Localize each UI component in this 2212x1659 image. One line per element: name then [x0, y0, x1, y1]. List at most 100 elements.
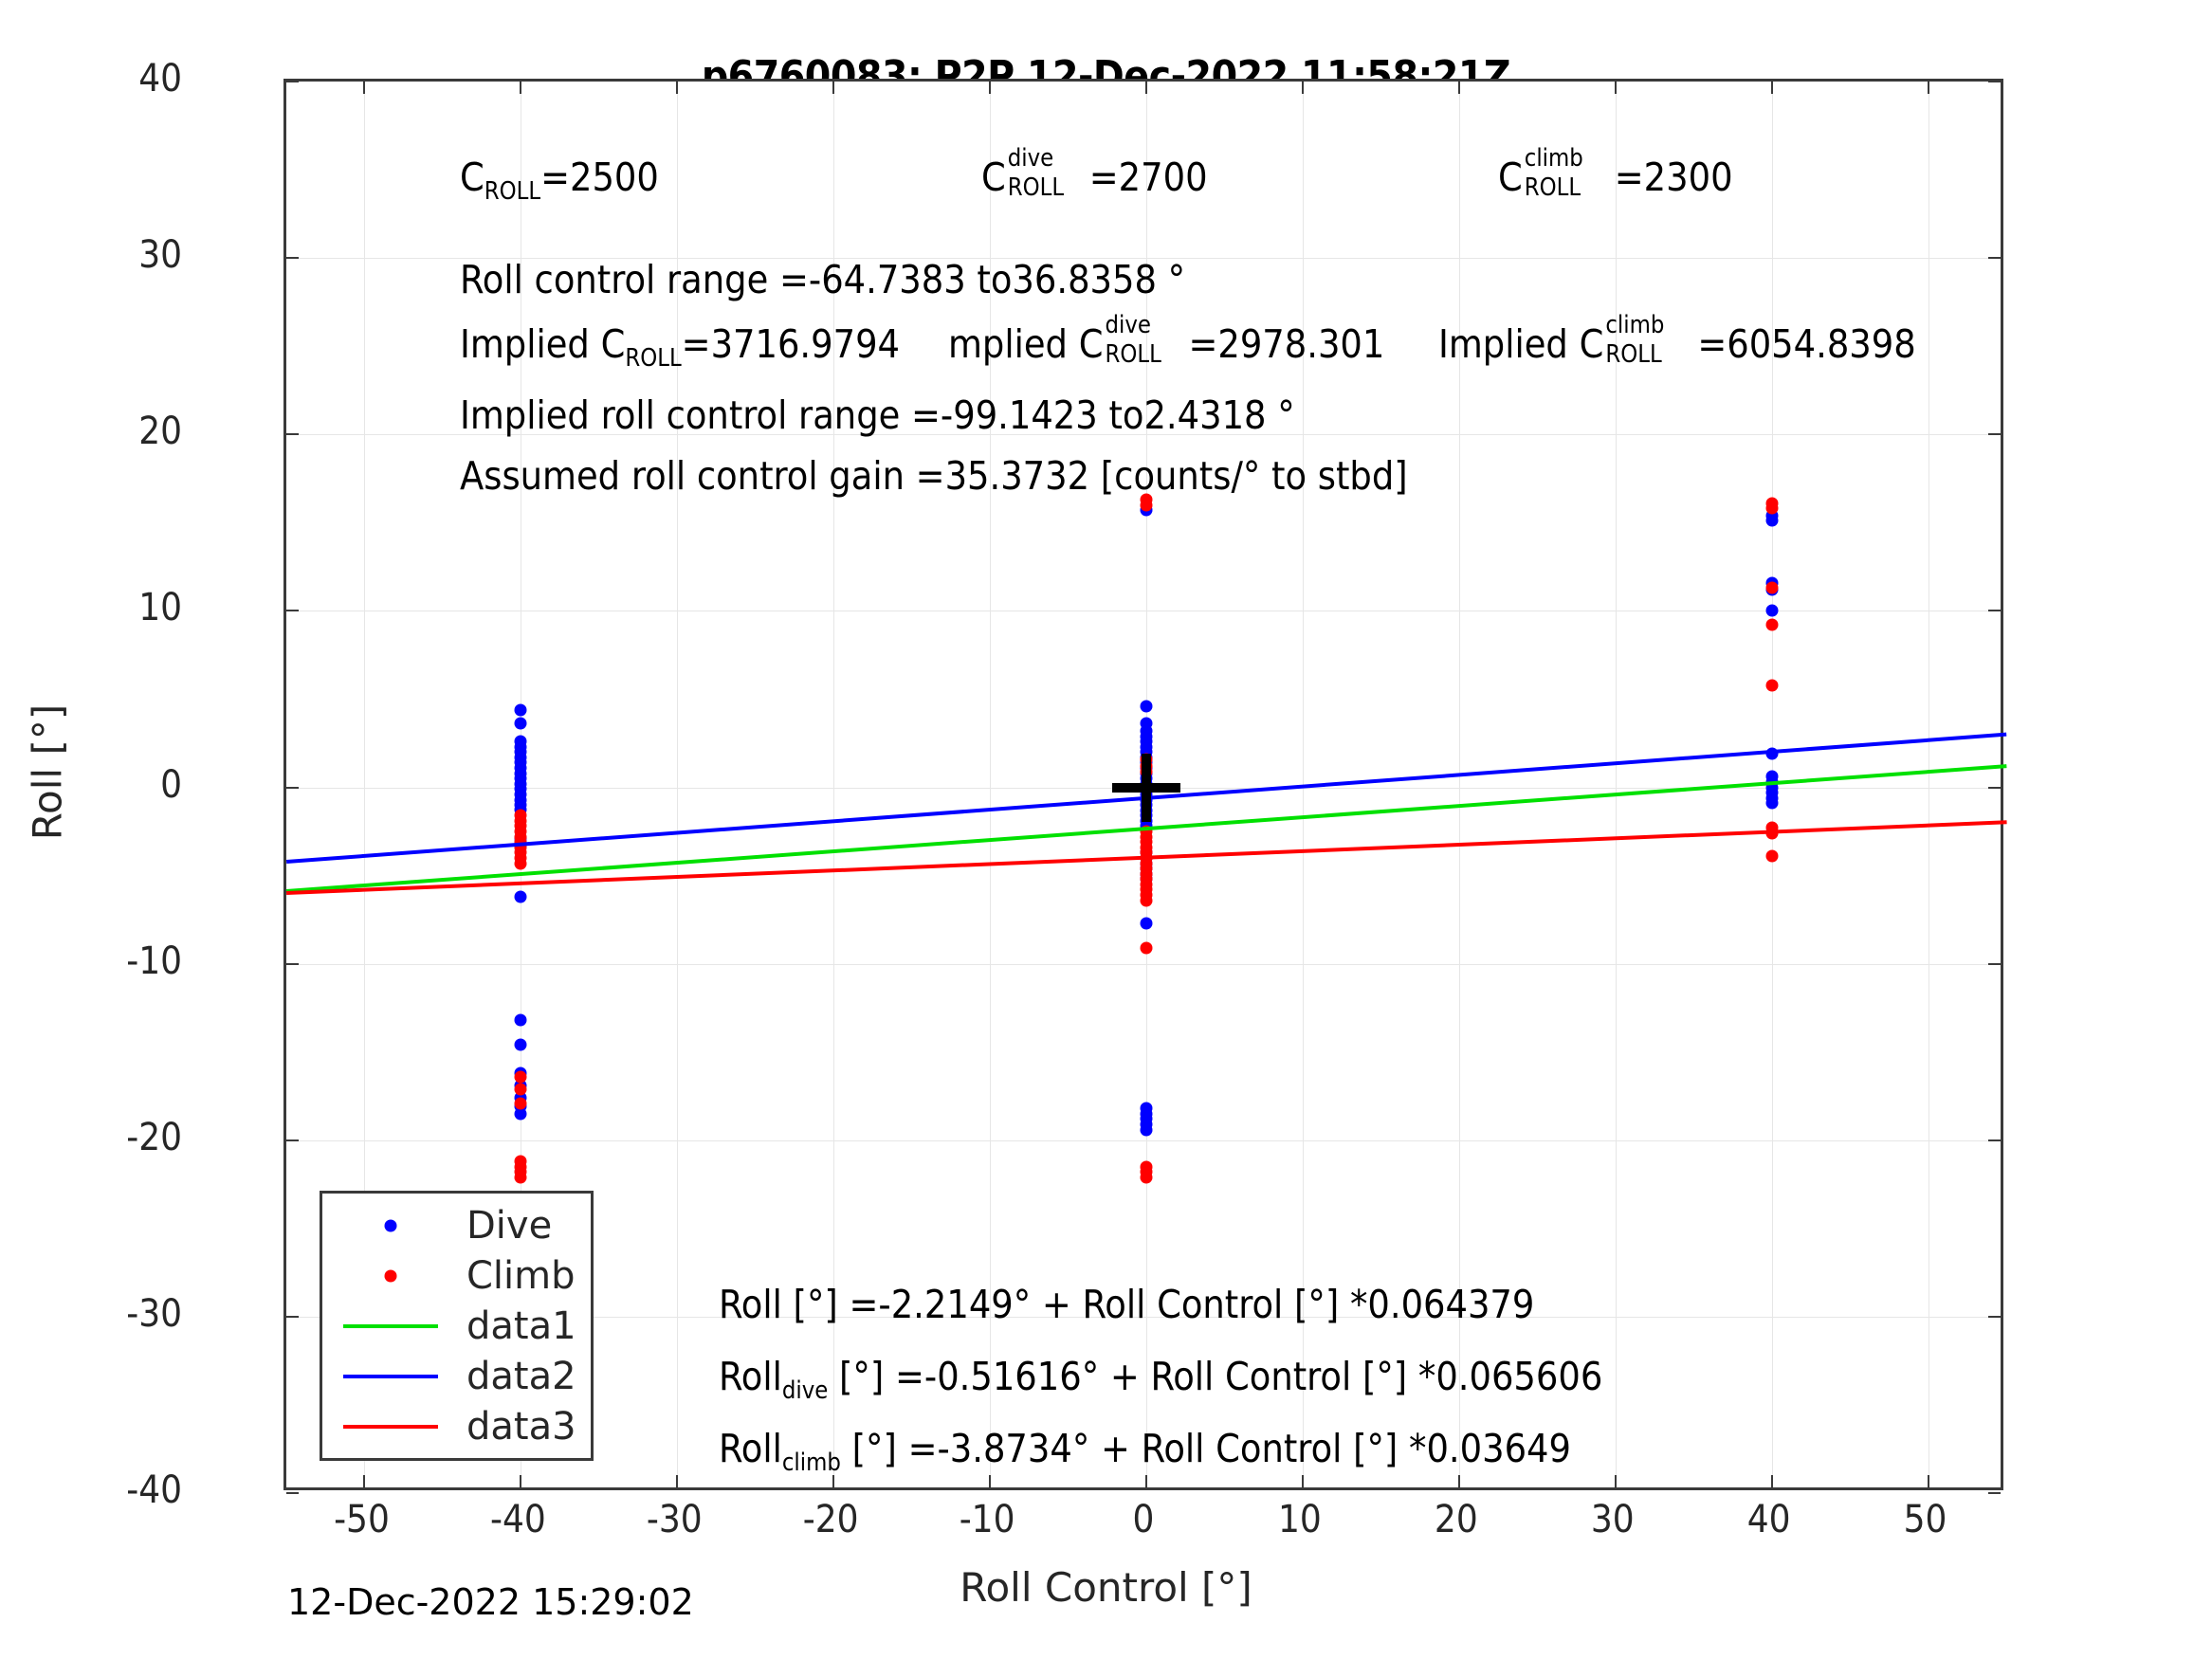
- data-point-dive: [514, 1013, 527, 1027]
- legend-item-climb[interactable]: Climb: [322, 1253, 591, 1298]
- y-tick-mark: [1988, 1315, 2001, 1318]
- x-tick-label: 30: [1590, 1498, 1635, 1541]
- legend-item-dive[interactable]: Dive: [322, 1203, 591, 1248]
- legend-item-data3[interactable]: data3: [322, 1404, 591, 1449]
- legend-label: Climb: [466, 1253, 576, 1298]
- legend-item-data2[interactable]: data2: [322, 1354, 591, 1398]
- y-tick-mark: [286, 786, 299, 789]
- x-tick-label: -40: [489, 1498, 546, 1541]
- y-tick-mark: [1988, 1492, 2001, 1494]
- y-tick-label: 40: [138, 57, 182, 100]
- x-tick-mark: [1301, 1475, 1304, 1487]
- annotation-c-roll: CROLL=2500: [460, 155, 659, 205]
- y-tick-label: -40: [126, 1468, 182, 1512]
- data-point-climb: [514, 1083, 527, 1096]
- x-tick-mark: [832, 1475, 835, 1487]
- data-point-dive: [514, 1107, 527, 1121]
- data-point-dive: [1765, 796, 1779, 810]
- y-tick-label: 20: [138, 410, 182, 454]
- data-point-dive: [1140, 700, 1153, 713]
- data-point-climb: [1140, 941, 1153, 955]
- y-tick-label: 0: [160, 762, 182, 807]
- legend-item-data1[interactable]: data1: [322, 1304, 591, 1348]
- x-tick-mark: [363, 1475, 366, 1487]
- y-tick-mark: [1988, 610, 2001, 612]
- data-point-climb: [1140, 499, 1153, 512]
- x-tick-mark: [1145, 82, 1147, 94]
- grid-line-vertical: [1458, 82, 1460, 1487]
- grid-line-horizontal: [286, 1139, 2001, 1141]
- y-axis-label: Roll [°]: [24, 703, 71, 841]
- legend-symbol-climb: [322, 1253, 463, 1298]
- x-tick-mark: [1927, 82, 1929, 94]
- data-point-dive: [1140, 1123, 1153, 1137]
- x-tick-mark: [363, 82, 366, 94]
- data-point-climb: [514, 1097, 527, 1110]
- y-tick-mark: [1988, 962, 2001, 965]
- data-point-climb: [1140, 1171, 1153, 1184]
- y-tick-mark: [286, 257, 299, 260]
- y-tick-label: -20: [126, 1115, 182, 1159]
- grid-line-vertical: [1615, 82, 1617, 1487]
- legend-symbol-data1: [322, 1304, 463, 1348]
- x-tick-mark: [1457, 1475, 1460, 1487]
- y-tick-mark: [286, 962, 299, 965]
- data-point-climb: [1765, 618, 1779, 631]
- x-tick-mark: [1614, 1475, 1617, 1487]
- legend-label: data3: [466, 1404, 576, 1449]
- legend-label: Dive: [466, 1203, 553, 1248]
- legend-label: data1: [466, 1304, 576, 1348]
- footer-timestamp: 12-Dec-2022 15:29:02: [287, 1581, 694, 1623]
- x-tick-mark: [1301, 82, 1304, 94]
- x-tick-mark: [676, 82, 679, 94]
- x-tick-mark: [1770, 1475, 1773, 1487]
- equation-roll-all: Roll [°] =-2.2149° + Roll Control [°] *0…: [719, 1282, 1535, 1327]
- data-point-dive: [514, 717, 527, 730]
- data-point-dive: [1765, 604, 1779, 617]
- data-point-climb: [514, 857, 527, 870]
- y-tick-label: 30: [138, 233, 182, 278]
- y-tick-mark: [1988, 1139, 2001, 1141]
- x-tick-mark: [989, 1475, 992, 1487]
- data-point-dive: [514, 703, 527, 717]
- x-tick-label: 40: [1746, 1498, 1791, 1541]
- y-tick-mark: [286, 81, 299, 82]
- x-tick-mark: [520, 82, 522, 94]
- y-tick-mark: [1988, 786, 2001, 789]
- x-tick-mark: [1614, 82, 1617, 94]
- y-tick-mark: [286, 1139, 299, 1141]
- y-tick-mark: [1988, 257, 2001, 260]
- equation-roll-climb: Rollclimb [°] =-3.8734° + Roll Control […: [719, 1426, 1571, 1476]
- legend-label: data2: [466, 1354, 576, 1398]
- x-tick-label: -30: [646, 1498, 703, 1541]
- annotation-assumed-gain: Assumed roll control gain =35.3732 [coun…: [460, 453, 1408, 499]
- x-tick-label: -50: [334, 1498, 390, 1541]
- data-point-climb: [514, 1070, 527, 1084]
- x-tick-mark: [520, 1475, 522, 1487]
- y-tick-mark: [1988, 81, 2001, 82]
- y-tick-label: -30: [126, 1291, 182, 1336]
- y-tick-label: -10: [126, 939, 182, 983]
- legend: Dive Climb data1 data2 data3: [320, 1191, 594, 1461]
- x-tick-mark: [832, 82, 835, 94]
- grid-line-horizontal: [286, 963, 2001, 965]
- y-tick-mark: [286, 610, 299, 612]
- data-point-dive: [514, 890, 527, 903]
- data-point-dive: [514, 1038, 527, 1051]
- data-point-climb: [1140, 894, 1153, 907]
- legend-symbol-dive: [322, 1203, 463, 1248]
- x-tick-mark: [676, 1475, 679, 1487]
- x-axis-label: Roll Control [°]: [960, 1564, 1252, 1611]
- x-tick-label: -20: [802, 1498, 859, 1541]
- x-tick-mark: [1145, 1475, 1147, 1487]
- legend-symbol-data3: [322, 1404, 463, 1449]
- legend-symbol-data2: [322, 1354, 463, 1398]
- x-tick-mark: [1457, 82, 1460, 94]
- y-tick-mark: [286, 1315, 299, 1318]
- x-tick-mark: [1770, 82, 1773, 94]
- x-tick-label: 20: [1434, 1498, 1478, 1541]
